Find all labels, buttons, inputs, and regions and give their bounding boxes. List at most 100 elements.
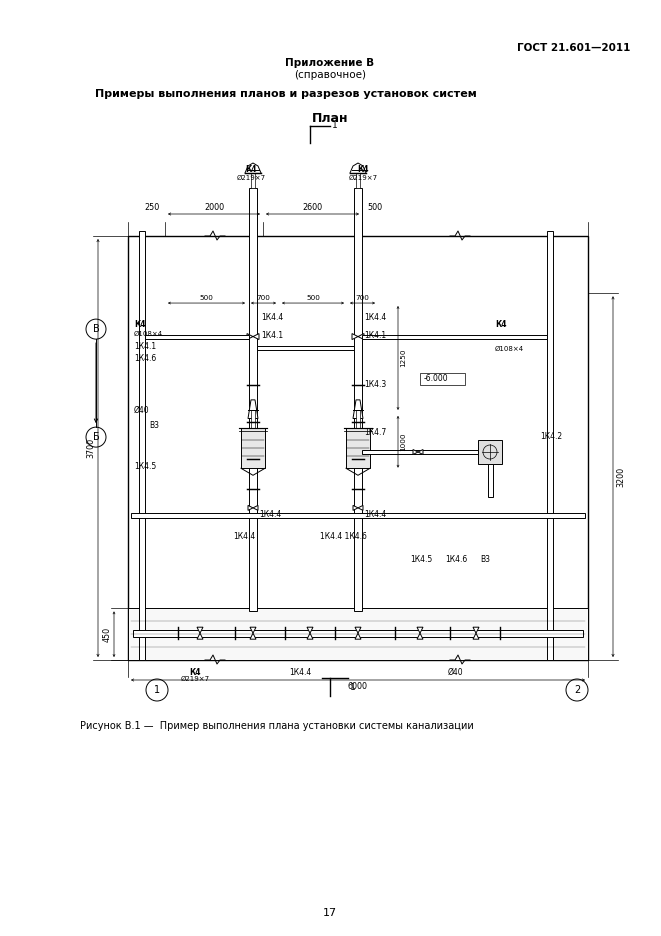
Text: 1К4.7: 1К4.7 <box>364 428 386 437</box>
Bar <box>251 410 255 429</box>
Text: Ø219×7: Ø219×7 <box>237 175 266 181</box>
Polygon shape <box>247 333 253 340</box>
Text: Ø219×7: Ø219×7 <box>180 676 210 682</box>
Polygon shape <box>417 627 423 633</box>
Bar <box>547 231 553 660</box>
Text: ГОСТ 21.601—2011: ГОСТ 21.601—2011 <box>517 43 630 53</box>
Text: (справочное): (справочное) <box>294 70 366 80</box>
Text: 3700: 3700 <box>86 438 95 458</box>
Polygon shape <box>473 627 479 633</box>
Bar <box>478 440 502 464</box>
Bar <box>488 464 492 497</box>
Polygon shape <box>473 633 479 639</box>
Bar <box>362 450 478 454</box>
Polygon shape <box>250 627 256 633</box>
Bar <box>251 173 255 188</box>
Bar <box>145 334 249 339</box>
Text: План: План <box>312 112 348 125</box>
Text: Ø40: Ø40 <box>134 406 149 415</box>
Polygon shape <box>355 633 361 639</box>
Bar <box>249 188 257 611</box>
Polygon shape <box>355 627 361 633</box>
Text: 1К4.1: 1К4.1 <box>261 331 283 341</box>
Bar <box>354 188 362 611</box>
Polygon shape <box>353 400 363 418</box>
Bar <box>131 513 585 518</box>
Text: 1К4.2: 1К4.2 <box>540 431 562 441</box>
Text: 1250: 1250 <box>400 349 406 367</box>
Text: 1: 1 <box>154 685 160 695</box>
Text: 1К4.5: 1К4.5 <box>410 555 432 563</box>
Text: К4: К4 <box>357 165 369 174</box>
Text: 1К4.4: 1К4.4 <box>364 313 386 322</box>
Text: К4: К4 <box>245 165 256 174</box>
Bar <box>420 373 465 385</box>
Polygon shape <box>307 627 313 633</box>
Polygon shape <box>358 505 363 510</box>
Polygon shape <box>197 633 203 639</box>
Polygon shape <box>253 505 258 510</box>
Text: 450: 450 <box>103 627 112 642</box>
Bar <box>133 630 583 636</box>
Polygon shape <box>353 505 358 510</box>
Text: 1К4.4: 1К4.4 <box>364 510 386 519</box>
Text: Примеры выполнения планов и разрезов установок систем: Примеры выполнения планов и разрезов уст… <box>95 89 477 99</box>
Text: 2000: 2000 <box>204 202 224 212</box>
Text: 1К4.5: 1К4.5 <box>134 461 156 471</box>
Bar <box>128 236 588 660</box>
Polygon shape <box>307 633 313 639</box>
Bar <box>346 429 370 468</box>
Text: Ø219×7: Ø219×7 <box>348 175 377 181</box>
Text: 700: 700 <box>356 295 369 301</box>
Bar <box>362 334 547 339</box>
Text: Ø108×4: Ø108×4 <box>495 345 524 351</box>
Text: К4: К4 <box>134 320 145 329</box>
Polygon shape <box>358 333 364 340</box>
Text: 1К4.4 1К4.6: 1К4.4 1К4.6 <box>320 533 367 541</box>
Bar <box>128 608 588 660</box>
Polygon shape <box>197 627 203 633</box>
Text: В: В <box>93 324 99 334</box>
Text: 2: 2 <box>574 685 580 695</box>
Text: 1К4.4: 1К4.4 <box>259 510 281 519</box>
Text: Приложение В: Приложение В <box>286 58 375 68</box>
Text: 1000: 1000 <box>400 432 406 451</box>
Text: 500: 500 <box>200 295 214 301</box>
Text: 1К4.4: 1К4.4 <box>261 313 284 322</box>
Text: Б: Б <box>93 432 99 442</box>
Polygon shape <box>250 633 256 639</box>
Text: 1К4.1: 1К4.1 <box>364 331 386 341</box>
Bar <box>356 410 360 429</box>
Polygon shape <box>417 633 423 639</box>
Text: 2600: 2600 <box>303 202 323 212</box>
Polygon shape <box>248 505 253 510</box>
Text: 1К4.6: 1К4.6 <box>134 354 156 363</box>
Text: 1К4.1: 1К4.1 <box>134 343 156 351</box>
Text: К4: К4 <box>189 668 201 677</box>
Polygon shape <box>352 333 358 340</box>
Bar <box>139 231 145 660</box>
Text: 500: 500 <box>306 295 320 301</box>
Polygon shape <box>248 400 258 418</box>
Text: К4: К4 <box>495 320 506 329</box>
Text: 3200: 3200 <box>616 466 625 487</box>
Text: 1К4.4: 1К4.4 <box>233 533 255 541</box>
Polygon shape <box>413 449 418 455</box>
Text: 250: 250 <box>145 202 160 212</box>
Text: 700: 700 <box>256 295 270 301</box>
Text: Ø40: Ø40 <box>447 668 463 677</box>
Text: В3: В3 <box>149 420 159 430</box>
Text: 1: 1 <box>332 121 338 129</box>
Text: -6.000: -6.000 <box>424 374 449 384</box>
Bar <box>356 173 360 188</box>
Text: 6000: 6000 <box>348 682 368 691</box>
Text: 1К4.4: 1К4.4 <box>289 668 311 677</box>
Text: 1: 1 <box>350 683 356 693</box>
Polygon shape <box>418 449 423 455</box>
Bar <box>257 345 354 350</box>
Text: 1К4.3: 1К4.3 <box>364 380 386 388</box>
Text: Рисунок В.1 —  Пример выполнения плана установки системы канализации: Рисунок В.1 — Пример выполнения плана ус… <box>80 721 474 731</box>
Polygon shape <box>253 333 259 340</box>
Bar <box>241 429 265 468</box>
Text: 500: 500 <box>367 202 382 212</box>
